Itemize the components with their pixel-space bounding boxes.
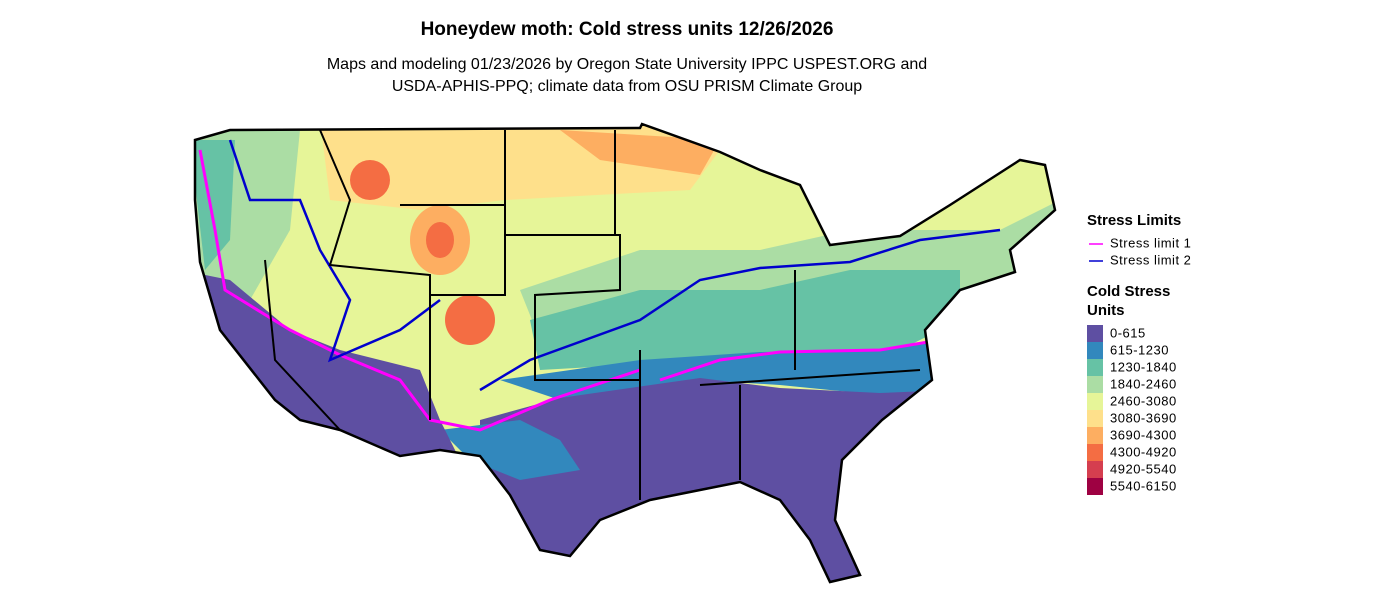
legend-swatch bbox=[1087, 444, 1103, 461]
legend-label: 4300-4920 bbox=[1110, 444, 1177, 459]
map bbox=[195, 124, 1055, 582]
legend-label: 2460-3080 bbox=[1110, 393, 1177, 408]
legend-title: Cold Stress bbox=[1087, 283, 1170, 300]
legend-swatch bbox=[1087, 325, 1103, 342]
legend-swatch bbox=[1087, 461, 1103, 478]
legend-label: 4920-5540 bbox=[1110, 461, 1177, 476]
subtitle: USDA-APHIS-PPQ; climate data from OSU PR… bbox=[392, 78, 862, 95]
legend-label: 0-615 bbox=[1110, 325, 1146, 340]
legend-label: 5540-6150 bbox=[1110, 478, 1177, 493]
legend-swatch bbox=[1087, 359, 1103, 376]
legend-title: Stress Limits bbox=[1087, 212, 1181, 229]
legend-label: Stress limit 1 bbox=[1110, 235, 1191, 250]
legend-swatch bbox=[1087, 376, 1103, 393]
map-title: Honeydew moth: Cold stress units 12/26/2… bbox=[421, 19, 834, 40]
legend-swatch bbox=[1087, 393, 1103, 410]
legend-label: 3080-3690 bbox=[1110, 410, 1177, 425]
legend: Stress limit 1 Stress limit 2 0-615 615-123… bbox=[1087, 235, 1191, 495]
legend-label: 1230-1840 bbox=[1110, 359, 1177, 374]
legend-label: Stress limit 2 bbox=[1110, 252, 1191, 267]
legend-title: Units bbox=[1087, 302, 1125, 319]
us-outline bbox=[193, 122, 1057, 584]
legend-label: 3690-4300 bbox=[1110, 427, 1177, 442]
legend-label: 615-1230 bbox=[1110, 342, 1169, 357]
legend-label: 1840-2460 bbox=[1110, 376, 1177, 391]
legend-swatch bbox=[1087, 410, 1103, 427]
subtitle: Maps and modeling 01/23/2026 by Oregon S… bbox=[327, 56, 927, 73]
legend-swatch bbox=[1087, 342, 1103, 359]
legend-swatch bbox=[1087, 427, 1103, 444]
legend-swatch bbox=[1087, 478, 1103, 495]
